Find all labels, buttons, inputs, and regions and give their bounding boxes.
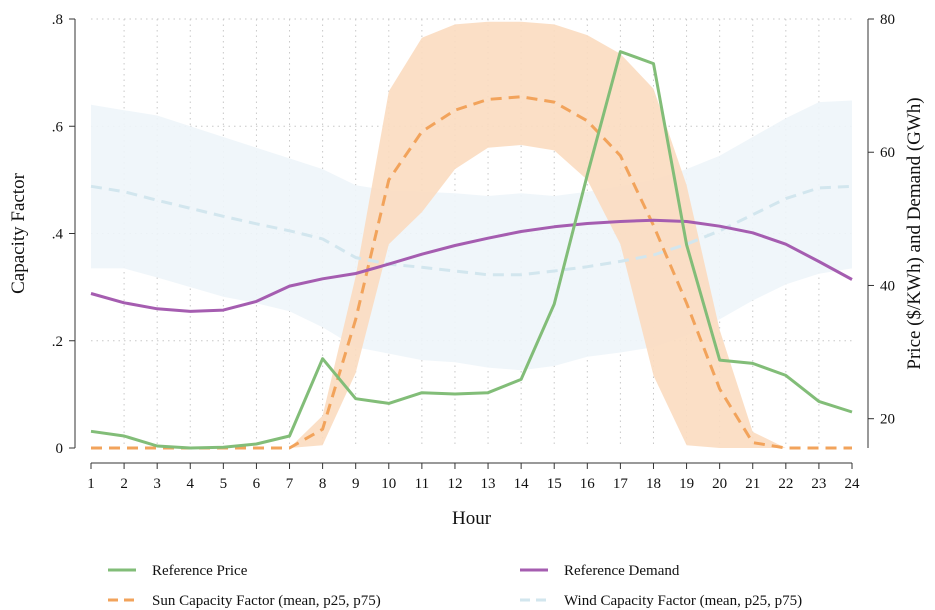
x-tick-label: 8 <box>319 476 327 492</box>
legend-label: Sun Capacity Factor (mean, p25, p75) <box>152 593 381 609</box>
y-right-tick-label: 40 <box>880 278 895 294</box>
x-tick-label: 23 <box>811 476 826 492</box>
x-tick-label: 16 <box>580 476 596 492</box>
y-right-axis-title: Price ($/KWh) and Demand (GWh) <box>904 97 925 369</box>
x-tick-label: 3 <box>153 476 161 492</box>
y-left-ticks: 0 .2 .4 .6 .8 <box>52 12 75 457</box>
x-tick-label: 6 <box>253 476 261 492</box>
y-right-ticks: 20 40 60 80 <box>868 12 895 428</box>
x-ticks: 1 2 3 4 5 6 7 8 9 10 11 12 13 14 15 16 17 18 19 20 21 22 23 24 <box>87 463 860 492</box>
x-tick-label: 5 <box>220 476 228 492</box>
x-tick-label: 20 <box>712 476 727 492</box>
legend-label: Reference Demand <box>564 563 680 579</box>
x-tick-label: 9 <box>352 476 360 492</box>
y-right-tick-label: 60 <box>880 145 895 161</box>
y-left-tick-label: .8 <box>52 12 63 28</box>
x-tick-label: 11 <box>415 476 429 492</box>
x-tick-label: 21 <box>745 476 760 492</box>
x-tick-label: 18 <box>646 476 661 492</box>
y-left-tick-label: .4 <box>52 227 64 243</box>
y-left-tick-label: 0 <box>56 441 64 457</box>
x-tick-label: 24 <box>845 476 861 492</box>
y-left-axis-title: Capacity Factor <box>8 172 29 293</box>
legend: Reference Price Reference Demand Sun Capac… <box>108 563 802 609</box>
x-tick-label: 4 <box>187 476 195 492</box>
x-tick-label: 14 <box>514 476 530 492</box>
y-right-tick-label: 80 <box>880 12 895 28</box>
x-tick-label: 2 <box>120 476 128 492</box>
series-line-reference-demand <box>90 218 853 313</box>
y-right-tick-label: 20 <box>880 412 895 428</box>
y-left-tick-label: .6 <box>52 119 64 135</box>
x-tick-label: 7 <box>286 476 294 492</box>
series-lines <box>90 50 853 450</box>
legend-label: Wind Capacity Factor (mean, p25, p75) <box>564 593 802 609</box>
x-tick-label: 1 <box>87 476 95 492</box>
x-tick-label: 13 <box>481 476 496 492</box>
band-sun <box>91 21 852 448</box>
x-tick-label: 17 <box>613 476 629 492</box>
x-tick-label: 10 <box>381 476 396 492</box>
x-tick-label: 19 <box>679 476 694 492</box>
legend-label: Reference Price <box>152 563 248 579</box>
x-tick-label: 12 <box>447 476 462 492</box>
x-tick-label: 15 <box>547 476 562 492</box>
x-axis-title: Hour <box>452 508 492 529</box>
y-left-tick-label: .2 <box>52 334 63 350</box>
x-tick-label: 22 <box>778 476 793 492</box>
bands <box>91 21 852 448</box>
series-line-reference-price <box>90 50 853 450</box>
